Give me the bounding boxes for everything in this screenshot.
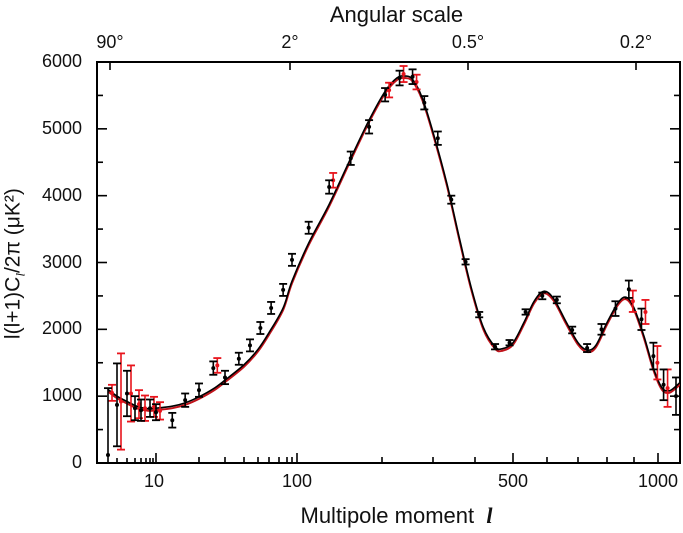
y-tick-6000: 6000 xyxy=(41,51,82,71)
top-tick-0.5deg: 0.5° xyxy=(451,32,485,52)
x-tick-1000: 1000 xyxy=(637,471,679,491)
x-tick-100: 100 xyxy=(281,471,313,491)
top-tick-2deg: 2° xyxy=(281,32,299,52)
y-tick-5000: 5000 xyxy=(41,118,82,138)
y-tick-4000: 4000 xyxy=(41,185,82,205)
y-tick-1000: 1000 xyxy=(41,385,82,405)
y-axis-label-main: l(l+1)C xyxy=(1,276,25,340)
y-axis-label-sub: l xyxy=(12,273,28,277)
y-tick-2000: 2000 xyxy=(41,318,82,338)
top-tick-0.2deg: 0.2° xyxy=(619,32,653,52)
top-tick-90deg: 90° xyxy=(96,32,124,52)
y-axis-label: l(l+1)Cl/2π (μK²) xyxy=(1,129,28,399)
top-axis-ticks xyxy=(109,62,637,70)
x-axis-ticks xyxy=(116,453,659,463)
x-tick-500: 500 xyxy=(497,471,529,491)
y-axis-label-tail: /2π (μK²) xyxy=(1,188,25,274)
y-tick-0: 0 xyxy=(71,452,82,472)
black-data-points xyxy=(104,68,680,464)
top-axis-title: Angular scale xyxy=(329,2,464,27)
x-axis-label: Multipole moment l xyxy=(0,503,683,529)
x-axis-label-text: Multipole moment xyxy=(300,503,475,528)
red-data-points xyxy=(108,65,672,451)
x-tick-10: 10 xyxy=(143,471,165,491)
y-tick-3000: 3000 xyxy=(41,252,82,272)
y-axis-ticks xyxy=(97,61,680,464)
model-curves xyxy=(107,75,680,412)
x-axis-label-symbol: l xyxy=(486,503,493,528)
